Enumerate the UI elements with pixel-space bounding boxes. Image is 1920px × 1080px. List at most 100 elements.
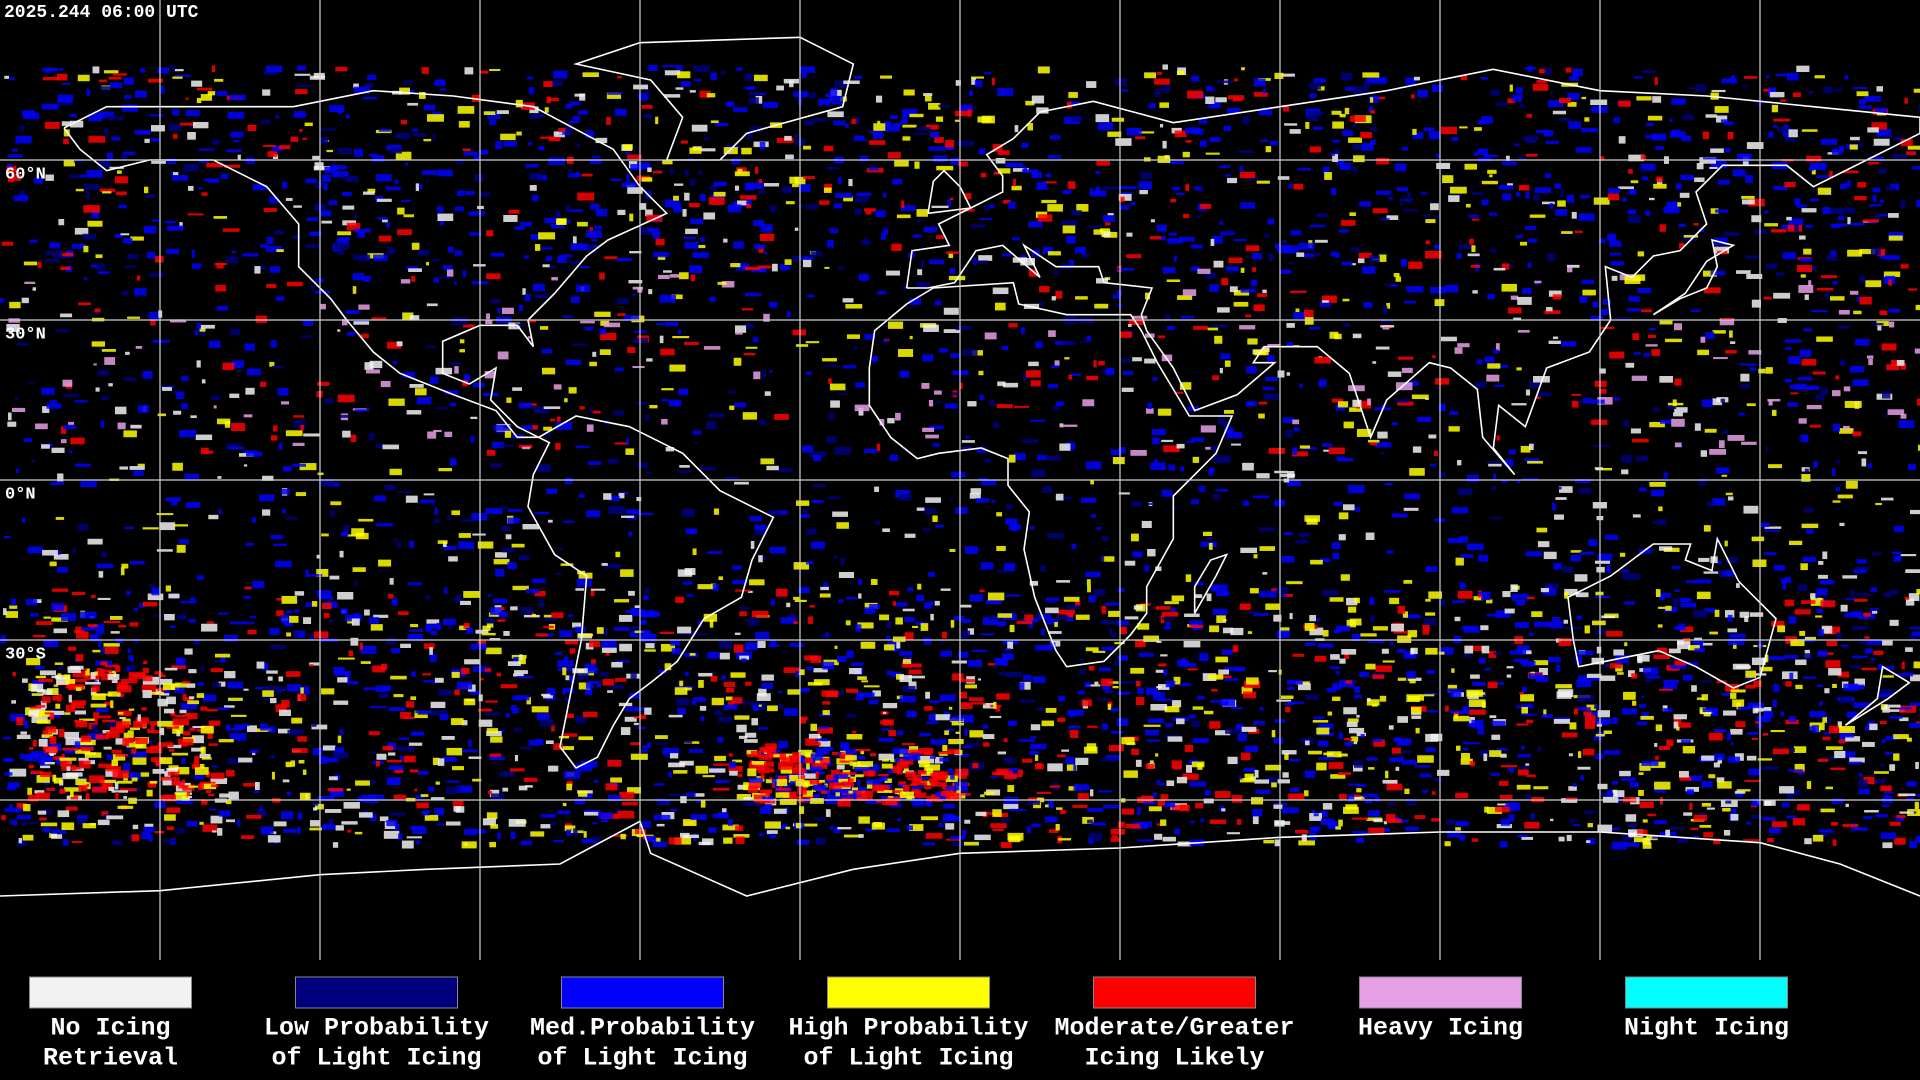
- icing-patch: [1796, 264, 1812, 272]
- icing-patch: [1744, 255, 1759, 259]
- icing-patch: [1196, 695, 1205, 700]
- icing-patch: [33, 177, 44, 184]
- icing-patch: [1502, 591, 1511, 598]
- icing-patch: [67, 450, 73, 453]
- icing-patch: [1843, 683, 1859, 691]
- icing-patch: [285, 430, 303, 437]
- icing-patch: [1638, 487, 1647, 492]
- icing-patch: [1845, 597, 1856, 600]
- icing-patch: [395, 132, 410, 139]
- icing-patch: [1797, 584, 1808, 591]
- icing-patch: [1582, 289, 1596, 296]
- icing-patch: [944, 403, 958, 409]
- icing-patch: [1166, 780, 1175, 787]
- icing-patch: [549, 418, 555, 422]
- icing-patch: [1674, 323, 1682, 331]
- icing-patch: [835, 193, 853, 199]
- icing-patch: [1696, 84, 1706, 92]
- icing-patch: [700, 799, 706, 808]
- icing-patch: [1785, 681, 1792, 687]
- icing-patch: [1648, 197, 1655, 201]
- icing-patch: [978, 370, 984, 376]
- icing-patch: [843, 834, 860, 838]
- icing-patch: [191, 249, 195, 258]
- icing-patch: [1487, 363, 1501, 369]
- icing-patch: [1168, 232, 1177, 236]
- icing-patch: [1246, 611, 1259, 614]
- icing-patch: [1030, 526, 1035, 530]
- icing-patch: [799, 718, 806, 724]
- icing-patch: [641, 177, 653, 182]
- icing-patch: [1046, 618, 1059, 625]
- icing-patch: [1347, 606, 1357, 613]
- icing-patch: [858, 593, 862, 599]
- icing-patch: [299, 463, 317, 471]
- icing-patch: [1888, 235, 1903, 241]
- icing-patch: [970, 488, 982, 495]
- icing-patch: [822, 710, 830, 716]
- icing-patch: [625, 609, 633, 614]
- icing-patch: [1118, 492, 1130, 495]
- icing-patch: [434, 807, 445, 816]
- icing-patch: [778, 826, 790, 829]
- icing-patch: [676, 65, 683, 73]
- icing-patch: [497, 832, 501, 840]
- icing-patch: [1349, 212, 1356, 217]
- icing-patch: [446, 269, 454, 278]
- icing-patch: [1840, 359, 1846, 367]
- icing-patch: [1155, 566, 1162, 572]
- icing-patch: [263, 72, 278, 76]
- icing-patch: [665, 447, 675, 452]
- icing-patch: [208, 514, 219, 520]
- icing-patch: [921, 382, 930, 389]
- icing-patch: [1844, 400, 1862, 408]
- icing-patch: [1527, 460, 1543, 464]
- icing-patch: [91, 341, 106, 347]
- icing-patch: [1831, 148, 1843, 155]
- icing-patch: [1597, 553, 1613, 561]
- icing-patch: [859, 155, 869, 162]
- icing-patch: [1558, 836, 1565, 842]
- icing-patch: [957, 651, 969, 658]
- icing-patch: [354, 580, 358, 586]
- icing-patch: [114, 233, 123, 238]
- icing-patch: [299, 128, 303, 132]
- icing-patch: [913, 132, 930, 135]
- icing-patch: [437, 213, 454, 222]
- icing-patch: [1342, 130, 1353, 137]
- icing-patch: [1295, 308, 1300, 313]
- icing-patch: [1097, 122, 1114, 131]
- icing-patch: [245, 542, 254, 547]
- icing-patch: [1594, 704, 1602, 709]
- icing-patch: [459, 339, 465, 344]
- icing-patch: [196, 97, 202, 104]
- icing-patch: [1138, 131, 1155, 134]
- icing-patch: [1873, 650, 1884, 655]
- icing-patch: [1601, 308, 1611, 315]
- icing-patch: [1107, 213, 1114, 216]
- icing-patch: [698, 244, 706, 249]
- icing-patch: [875, 95, 883, 103]
- icing-patch: [1493, 473, 1497, 480]
- icing-patch: [1800, 563, 1808, 571]
- icing-patch: [857, 676, 867, 680]
- icing-patch: [16, 802, 27, 810]
- icing-patch: [628, 280, 643, 284]
- icing-patch: [756, 693, 771, 701]
- icing-patch: [179, 222, 183, 227]
- icing-patch: [714, 122, 729, 127]
- icing-patch: [840, 742, 850, 750]
- icing-patch: [892, 122, 903, 127]
- icing-patch: [1200, 203, 1212, 209]
- icing-patch: [629, 213, 634, 222]
- icing-patch: [658, 274, 670, 280]
- icing-patch: [408, 268, 422, 272]
- icing-patch: [1683, 812, 1693, 816]
- icing-patch: [1735, 721, 1746, 728]
- icing-patch: [923, 226, 937, 233]
- icing-patch: [1301, 834, 1307, 842]
- icing-patch: [21, 517, 26, 523]
- icing-patch: [512, 434, 525, 439]
- icing-patch: [123, 430, 137, 438]
- icing-patch: [657, 256, 666, 260]
